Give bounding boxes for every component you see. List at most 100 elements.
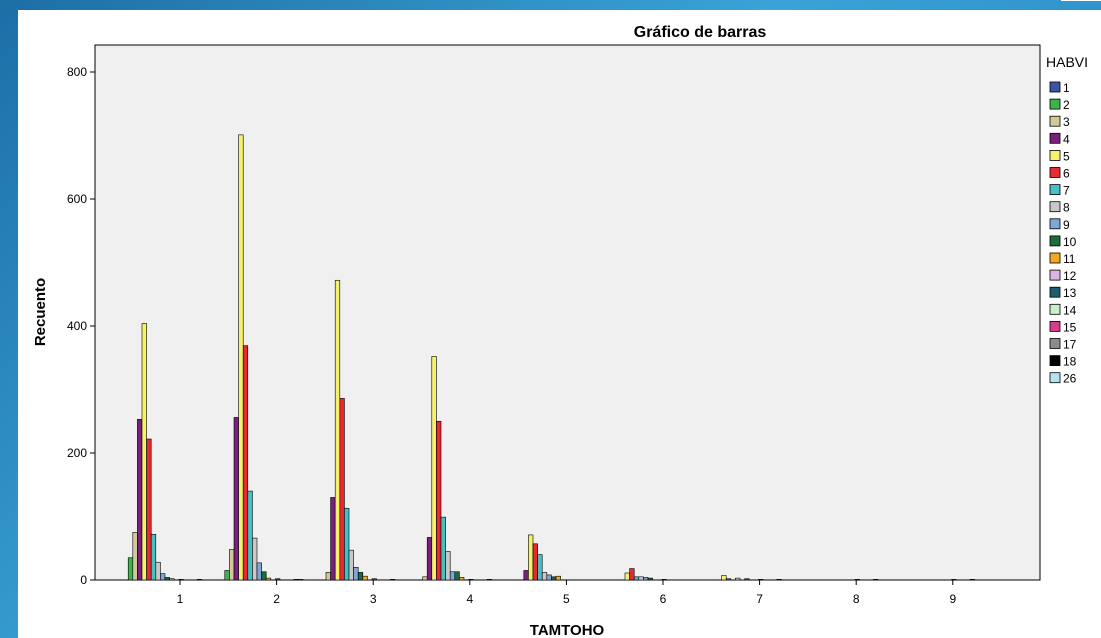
bar-cat3-series13 xyxy=(371,578,377,581)
legend-swatch xyxy=(1049,252,1061,264)
y-tick-label: 0 xyxy=(80,573,87,587)
y-tick-label: 600 xyxy=(67,192,87,206)
bar-cat6-series5 xyxy=(624,572,630,581)
bar-cat5-series4 xyxy=(523,570,529,581)
x-tick-label: 6 xyxy=(660,592,667,606)
bar-cat3-series11 xyxy=(362,575,368,581)
legend-swatch xyxy=(1049,372,1061,384)
bar-cat6-series7 xyxy=(633,576,640,581)
legend-swatch xyxy=(1049,115,1061,127)
x-axis-title: TAMTOHO xyxy=(530,622,605,638)
legend-label: 6 xyxy=(1063,167,1070,181)
bar-cat7-series5 xyxy=(721,575,727,581)
legend-label: 10 xyxy=(1063,235,1077,249)
chart-title: Gráfico de barras xyxy=(634,24,767,41)
x-tick-label: 4 xyxy=(466,592,473,606)
bar-cat3-series6 xyxy=(339,398,345,581)
legend-swatch xyxy=(1049,269,1061,281)
bar-cat6-series9 xyxy=(643,577,649,581)
legend-label: 15 xyxy=(1063,320,1077,334)
legend-swatch xyxy=(1049,355,1061,367)
bar-cat3-series18 xyxy=(390,579,396,581)
legend-label: 17 xyxy=(1063,338,1077,352)
x-tick-label: 7 xyxy=(756,592,763,606)
legend-swatch xyxy=(1049,303,1061,315)
bar-cat1-series8 xyxy=(155,561,161,581)
y-axis: 0 200 400 600 800 xyxy=(67,65,95,587)
bar-cat5-series6 xyxy=(532,543,538,581)
bar-cat1-series5 xyxy=(141,323,147,581)
legend-label: 18 xyxy=(1063,355,1077,369)
bar-cat3-series5 xyxy=(334,279,341,581)
bar-cat7-series6 xyxy=(725,578,732,581)
bar-cat9-series13 xyxy=(951,579,957,581)
bar-cat3-series7 xyxy=(344,507,350,581)
bar-cat5-series5 xyxy=(528,534,534,581)
bar-cat4-series13 xyxy=(468,579,474,581)
legend-label: 14 xyxy=(1063,303,1077,317)
legend-swatch xyxy=(1049,235,1061,247)
bar-cat7-series18 xyxy=(776,579,782,581)
bar-cat8-series13 xyxy=(854,579,860,581)
bar-cat4-series6 xyxy=(436,420,442,581)
legend-label: 2 xyxy=(1063,98,1070,112)
x-tick-label: 5 xyxy=(563,592,570,606)
x-tick-label: 2 xyxy=(273,592,280,606)
legend-label: 5 xyxy=(1063,149,1070,163)
x-tick-label: 9 xyxy=(949,592,956,606)
bar-cat4-series10 xyxy=(454,571,460,581)
bar-cat1-series9 xyxy=(160,573,166,581)
bar-cat5-series9 xyxy=(546,574,552,581)
bar-cat2-series9 xyxy=(256,562,262,581)
bar-cat2-series4 xyxy=(233,417,239,581)
bar-cat2-series6 xyxy=(242,345,249,581)
legend-label: 26 xyxy=(1063,372,1077,386)
legend-swatch xyxy=(1049,132,1061,144)
y-tick-label: 200 xyxy=(67,446,87,460)
bar-cat1-series6 xyxy=(146,438,152,581)
bar-cat4-series5 xyxy=(431,356,437,581)
bar-cat2-series3 xyxy=(229,549,235,581)
legend-swatch xyxy=(1049,184,1061,196)
bar-cat4-series3 xyxy=(422,576,428,581)
legend-label: 12 xyxy=(1063,269,1077,283)
bar-cat4-series4 xyxy=(426,537,433,581)
bar-cat2-series18 xyxy=(293,579,299,581)
legend-swatch xyxy=(1049,320,1061,332)
bar-cat9-series18 xyxy=(969,579,975,581)
bar-cat1-series10 xyxy=(164,577,170,581)
bar-cat5-series10 xyxy=(551,576,557,581)
bar-cat2-series26 xyxy=(298,579,304,581)
bar-cat3-series10 xyxy=(357,572,364,581)
bar-cat8-series18 xyxy=(873,579,879,581)
bar-cat1-series11 xyxy=(169,578,175,581)
legend-label: 11 xyxy=(1063,252,1076,266)
bar-cat5-series7 xyxy=(537,554,543,581)
x-tick-label: 8 xyxy=(853,592,860,606)
bar-cat6-series6 xyxy=(629,568,635,581)
legend-label: 1 xyxy=(1063,81,1070,95)
bar-cat2-series8 xyxy=(252,537,258,581)
bar-cat2-series11 xyxy=(265,577,272,581)
bar-cat4-series7 xyxy=(440,516,446,581)
bar-cat1-series7 xyxy=(150,533,157,581)
bar-cat6-series8 xyxy=(638,576,644,581)
bar-cat3-series4 xyxy=(330,497,336,581)
legend-label: 3 xyxy=(1063,115,1070,129)
bar-cat1-series2 xyxy=(127,557,134,581)
bar-cat4-series8 xyxy=(445,551,451,581)
bar-cat5-series11 xyxy=(555,575,561,581)
bar-cat7-series8 xyxy=(735,577,741,581)
bar-cat1-series4 xyxy=(137,419,143,581)
legend-swatch xyxy=(1049,286,1061,298)
legend-swatch xyxy=(1049,98,1061,110)
x-axis: 1 2 3 4 5 6 7 8 9 xyxy=(177,580,956,606)
bar-cat2-series10 xyxy=(261,571,267,581)
bar-cat4-series11 xyxy=(459,577,465,581)
y-tick-label: 800 xyxy=(67,65,87,79)
legend-swatch xyxy=(1049,81,1061,93)
legend-label: 8 xyxy=(1063,201,1070,215)
bar-cat7-series13 xyxy=(758,579,764,581)
